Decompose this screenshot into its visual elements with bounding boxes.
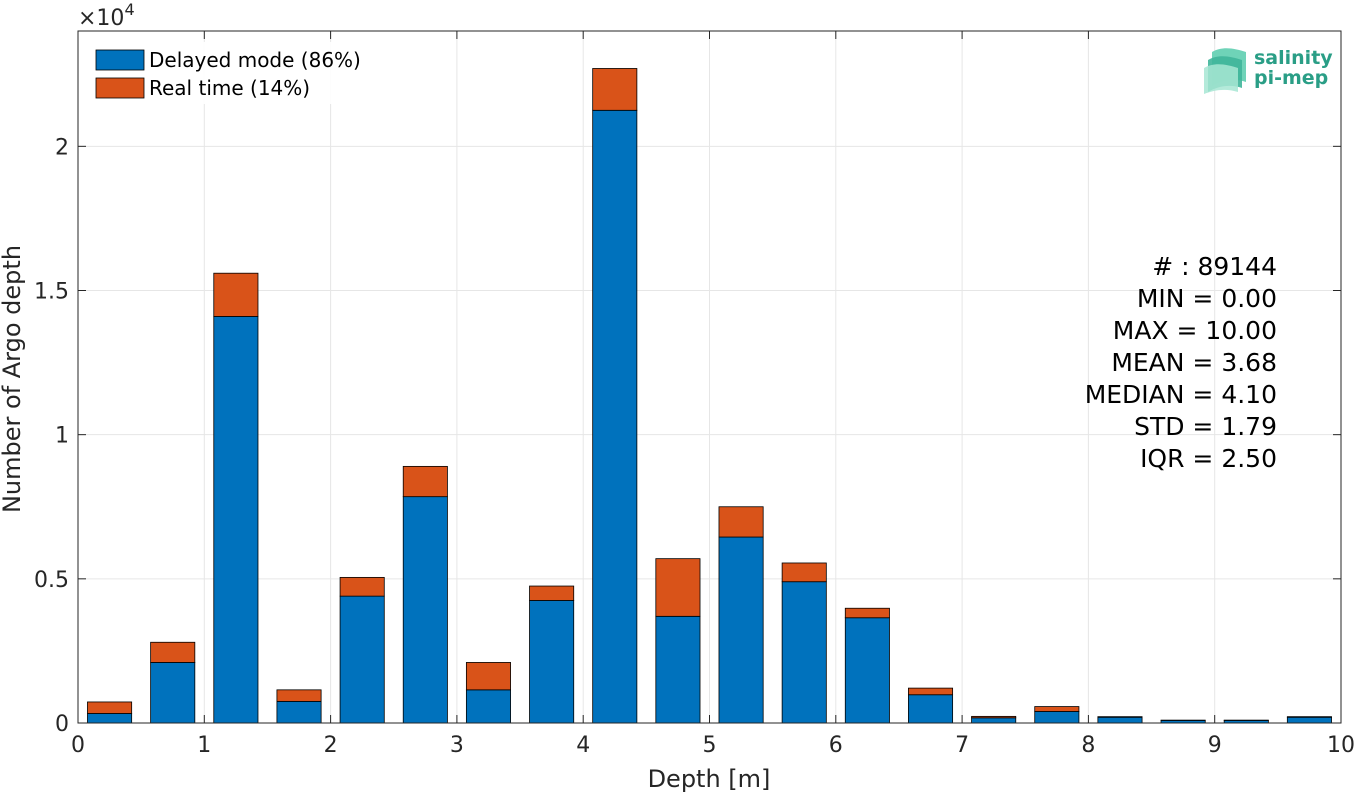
legend-swatch-realtime [95, 77, 145, 99]
statistics-box: # : 89144 MIN = 0.00 MAX = 10.00 MEAN = 3.6… [1085, 252, 1277, 473]
x-tick-label: 5 [703, 733, 717, 758]
x-axis-title: Depth [m] [648, 765, 771, 793]
bar-real-time [339, 576, 385, 597]
x-tick-label: 1 [197, 733, 211, 758]
bar-delayed-mode [213, 316, 259, 724]
logo-line-2: pi-mep [1254, 67, 1328, 89]
bar-delayed-mode [718, 536, 764, 724]
bar-delayed-mode [1097, 716, 1143, 724]
x-tick-label: 4 [576, 733, 590, 758]
bar-real-time [150, 641, 196, 663]
bar-delayed-mode [402, 496, 448, 724]
bar-real-time [908, 687, 954, 696]
stat-line: MEDIAN = 4.10 [1085, 380, 1277, 409]
stat-line: IQR = 2.50 [1140, 444, 1277, 473]
bar-delayed-mode [276, 700, 322, 724]
y-tick-label: 2 [55, 135, 69, 160]
bar-real-time [1286, 716, 1332, 718]
bar-real-time [1097, 716, 1143, 718]
bar-delayed-mode [655, 615, 701, 724]
x-tick-label: 10 [1327, 733, 1355, 758]
bar-real-time [529, 585, 575, 601]
axis-ticks: 0 1 2 3 4 5 6 7 8 9 10 0 0.5 1 1.5 2 [34, 31, 1355, 758]
salinity-pi-mep-logo: salinity pi-mep [1204, 47, 1333, 94]
y-axis-exponent: ×104 [78, 0, 135, 31]
bar-delayed-mode [908, 694, 954, 724]
bar-delayed-mode [529, 600, 575, 724]
bar-real-time [276, 689, 322, 702]
stat-line: MEAN = 3.68 [1111, 348, 1277, 377]
y-tick-label: 1.5 [34, 280, 69, 305]
stat-line: # : 89144 [1152, 252, 1277, 281]
y-tick-label: 1 [55, 424, 69, 449]
bar-delayed-mode [1034, 711, 1080, 724]
bar-delayed-mode [339, 595, 385, 724]
bar-delayed-mode [592, 109, 638, 724]
stat-line: MAX = 10.00 [1113, 316, 1277, 345]
logo-line-1: salinity [1254, 47, 1333, 69]
y-tick-label: 0.5 [34, 568, 69, 593]
stat-line: STD = 1.79 [1134, 412, 1277, 441]
bar-delayed-mode [465, 689, 511, 724]
bar-real-time [402, 465, 448, 498]
x-tick-label: 6 [829, 733, 843, 758]
legend-label-realtime: Real time (14%) [149, 76, 310, 100]
x-tick-label: 9 [1208, 733, 1222, 758]
bar-real-time [592, 68, 638, 111]
bar-real-time [1034, 706, 1080, 712]
bar-delayed-mode [1286, 716, 1332, 724]
x-tick-label: 8 [1081, 733, 1095, 758]
bar-real-time [844, 607, 890, 619]
bar-real-time [213, 272, 259, 317]
bar-real-time [781, 562, 827, 583]
legend: Delayed mode (86%) Real time (14%) [86, 42, 386, 104]
legend-label-delayed: Delayed mode (86%) [149, 48, 361, 72]
x-tick-label: 0 [71, 733, 85, 758]
x-tick-label: 2 [324, 733, 338, 758]
bar-real-time [465, 662, 511, 691]
bar-real-time [655, 558, 701, 617]
y-tick-label: 0 [55, 712, 69, 737]
bar-delayed-mode [87, 713, 133, 724]
x-tick-label: 7 [955, 733, 969, 758]
bar-real-time [971, 715, 1017, 719]
stat-line: MIN = 0.00 [1137, 284, 1277, 313]
legend-swatch-delayed [95, 49, 145, 71]
bar-real-time [718, 506, 764, 538]
bar-delayed-mode [844, 617, 890, 724]
waves-icon [1204, 48, 1246, 94]
y-axis-title: Number of Argo depth [0, 245, 26, 513]
bar-real-time [87, 701, 133, 714]
x-tick-label: 3 [450, 733, 464, 758]
bars [87, 68, 1332, 724]
bar-delayed-mode [781, 581, 827, 724]
bar-delayed-mode [971, 717, 1017, 724]
bar-delayed-mode [150, 662, 196, 724]
grid [77, 31, 1342, 724]
